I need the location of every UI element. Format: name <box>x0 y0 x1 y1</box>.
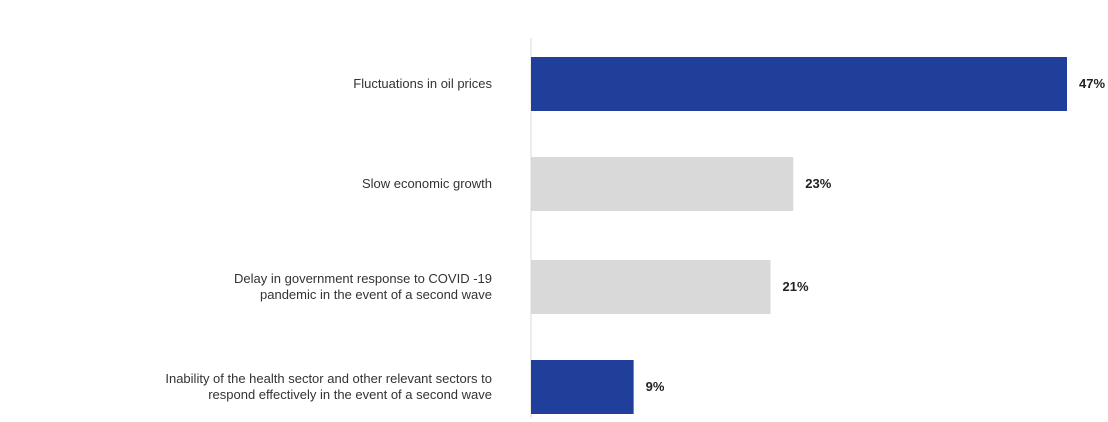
bar-1 <box>531 157 794 211</box>
category-label-0: Fluctuations in oil prices <box>353 76 492 91</box>
category-label-3-line-1: respond effectively in the event of a se… <box>208 387 492 402</box>
category-label-2-line-1: pandemic in the event of a second wave <box>260 287 492 302</box>
data-label-3: 9% <box>646 379 665 394</box>
category-label-1: Slow economic growth <box>362 176 492 191</box>
data-label-2: 21% <box>782 279 808 294</box>
category-label-2-line-0: Delay in government response to COVID -1… <box>234 271 492 286</box>
data-label-1: 23% <box>805 176 831 191</box>
bar-2 <box>531 260 771 314</box>
bar-3 <box>531 360 634 414</box>
data-label-0: 47% <box>1079 76 1105 91</box>
bar-0 <box>531 57 1067 111</box>
category-label-3-line-0: Inability of the health sector and other… <box>165 371 492 386</box>
